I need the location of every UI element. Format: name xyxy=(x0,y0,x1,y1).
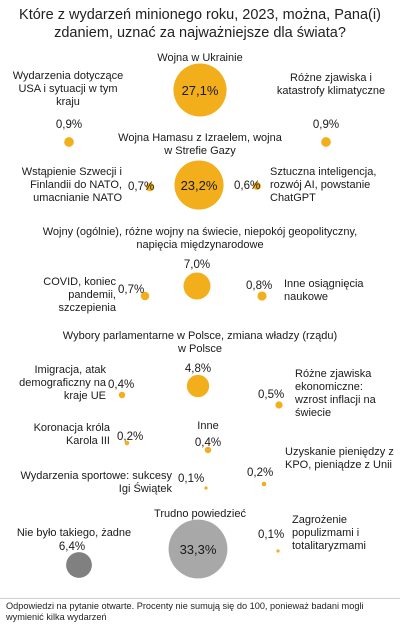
bubble-8 xyxy=(257,291,267,301)
value-label-12: 0,2% xyxy=(117,431,143,443)
label-ai: Sztuczna inteligencja, rozwój AI, powsta… xyxy=(270,166,377,204)
value-label-6: 7,0% xyxy=(184,259,210,271)
label-hamas-izrael: Wojna Hamasu z Izraelem, wojna w Strefie… xyxy=(118,132,282,157)
bubble-3 xyxy=(174,160,224,210)
label-populizm: Zagrożenie populizmami i totalitaryzmami xyxy=(292,514,366,552)
bubble-10 xyxy=(118,391,126,399)
chart-title: Które z wydarzeń minionego roku, 2023, m… xyxy=(19,7,381,41)
bubble-14 xyxy=(261,481,267,487)
bubble-11 xyxy=(275,401,283,409)
label-nato: Wstąpienie Szwecji i Finlandii do NATO, … xyxy=(21,166,122,204)
bubble-5 xyxy=(253,182,261,190)
label-sport: Wydarzenia sportowe: sukcesy Igi Świątek xyxy=(20,470,172,495)
footnote-divider xyxy=(0,598,400,599)
bubble-0 xyxy=(173,63,227,117)
value-label-9: 4,8% xyxy=(185,363,211,375)
bubble-13 xyxy=(204,446,212,454)
value-label-15: 0,1% xyxy=(178,473,204,485)
label-imigracja: Imigracja, atak demograficzny na kraje U… xyxy=(19,364,106,402)
value-label-8: 0,8% xyxy=(246,280,272,292)
bubble-chart: 27,1% 0,9% 0,9% 23,2% 0,7% 0,6% 7,0% 0,7% 0,8% 4,… xyxy=(56,63,339,579)
label-wojny-ogolnie: Wojny (ogólnie), różne wojny na świecie,… xyxy=(42,226,358,251)
value-label-10: 0,4% xyxy=(108,379,134,391)
value-label-14: 0,2% xyxy=(247,467,273,479)
bubble-16 xyxy=(168,519,228,579)
value-label-11: 0,5% xyxy=(258,389,284,401)
label-klimat: Różne zjawiska i katastrofy klimatyczne xyxy=(276,72,386,97)
bubble-9 xyxy=(186,374,210,398)
value-label-3: 23,2% xyxy=(181,178,218,193)
bubble-6 xyxy=(183,272,211,300)
value-label-1: 0,9% xyxy=(56,119,82,131)
bubble-17 xyxy=(276,549,280,553)
value-label-16: 33,3% xyxy=(180,542,217,557)
label-usa: Wydarzenia dotyczące USA i sytuacji w ty… xyxy=(12,70,124,108)
label-ekonomia: Różne zjawiska ekonomiczne: wzrost infla… xyxy=(295,368,376,419)
bubble-15 xyxy=(204,486,208,490)
value-label-13: 0,4% xyxy=(195,437,221,449)
bubble-7 xyxy=(140,291,150,301)
value-label-2: 0,9% xyxy=(313,119,339,131)
bubble-12 xyxy=(124,440,130,446)
label-nie-bylo: Nie było takiego, żadne xyxy=(16,527,132,539)
bubble-4 xyxy=(145,182,155,192)
label-covid: COVID, koniec pandemii, szczepienia xyxy=(43,276,116,314)
label-inne-osiagniecia: Inne osiągnięcia naukowe xyxy=(284,278,364,303)
bubble-18 xyxy=(66,552,92,578)
bubble-2 xyxy=(321,137,331,147)
bubble-1 xyxy=(64,137,74,147)
value-label-4: 0,7% xyxy=(128,181,154,193)
value-label-7: 0,7% xyxy=(118,284,144,296)
footnote: Odpowiedzi na pytanie otwarte. Procenty … xyxy=(6,601,364,622)
value-label-5: 0,6% xyxy=(234,180,260,192)
label-koronacja: Koronacja króla Karola III xyxy=(33,422,110,447)
label-inne: Inne xyxy=(197,420,219,432)
value-label-18: 6,4% xyxy=(59,541,85,553)
value-label-17: 0,1% xyxy=(258,529,284,541)
label-trudno-powiedziec: Trudno powiedzieć xyxy=(154,508,246,520)
value-label-0: 27,1% xyxy=(182,83,219,98)
label-kpo: Uzyskanie pieniędzy z KPO, pieniądze z U… xyxy=(285,446,394,471)
label-wybory: Wybory parlamentarne w Polsce, zmiana wł… xyxy=(62,330,338,355)
label-wojna-w-ukrainie: Wojna w Ukrainie xyxy=(157,52,243,64)
